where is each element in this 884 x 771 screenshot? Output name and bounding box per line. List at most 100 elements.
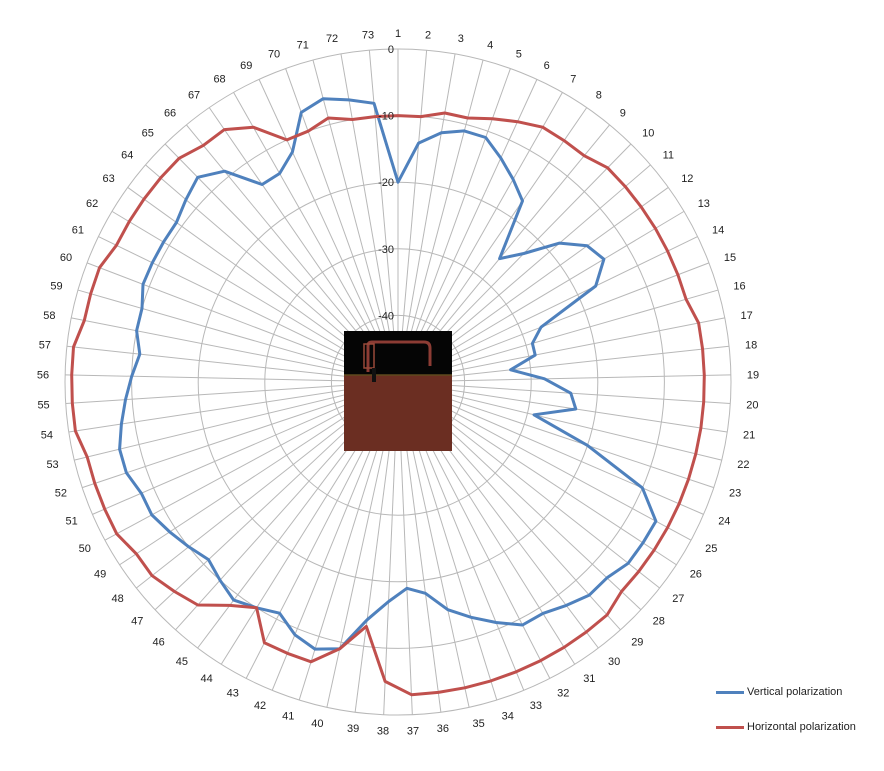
- angle-tick-label: 46: [153, 637, 165, 649]
- angle-tick-label: 12: [681, 173, 693, 185]
- angle-tick-label: 28: [653, 616, 665, 628]
- angle-tick-label: 68: [213, 74, 225, 86]
- angle-tick-label: 21: [743, 429, 755, 441]
- angle-tick-label: 44: [201, 673, 213, 685]
- angle-tick-label: 37: [407, 726, 419, 738]
- angle-tick-label: 29: [631, 637, 643, 649]
- angle-tick-label: 47: [131, 616, 143, 628]
- grid-spoke: [397, 53, 456, 383]
- angle-tick-label: 38: [377, 726, 389, 738]
- series-layer: [70, 97, 706, 697]
- angle-tick-label: 16: [733, 281, 745, 293]
- angle-tick-label: 31: [583, 673, 595, 685]
- angle-tick-label: 60: [60, 252, 72, 264]
- angle-tick-label: 1: [395, 28, 401, 40]
- angle-tick-label: 23: [729, 488, 741, 500]
- angle-tick-label: 52: [55, 488, 67, 500]
- legend: Vertical polarization Horizontal polariz…: [716, 684, 884, 754]
- angle-tick-label: 17: [741, 310, 753, 322]
- angle-tick-label: 15: [724, 252, 736, 264]
- angle-tick-label: 4: [487, 40, 493, 52]
- angle-tick-label: 19: [747, 370, 759, 382]
- radial-tick-label: -30: [378, 244, 394, 256]
- angle-tick-label: 63: [103, 173, 115, 185]
- angle-tick-label: 53: [46, 459, 58, 471]
- legend-swatch-horizontal: [716, 725, 744, 729]
- grid-spoke: [340, 53, 399, 383]
- angle-tick-label: 69: [240, 60, 252, 72]
- angle-tick-label: 39: [347, 723, 359, 735]
- angle-tick-label: 6: [544, 60, 550, 72]
- grid-spoke: [397, 381, 728, 433]
- angle-tick-label: 71: [297, 40, 309, 52]
- angle-tick-label: 25: [705, 543, 717, 555]
- grid-spoke: [65, 381, 399, 404]
- angle-tick-label: 36: [437, 723, 449, 735]
- angle-tick-label: 11: [663, 150, 674, 162]
- angle-tick-label: 41: [282, 710, 294, 722]
- angle-tick-label: 40: [311, 718, 323, 730]
- legend-item-vertical: Vertical polarization: [716, 684, 884, 700]
- angle-tick-label: 55: [37, 400, 49, 412]
- grid-spoke: [66, 345, 399, 383]
- angle-tick-label: 67: [188, 90, 200, 102]
- legend-swatch-vertical: [716, 690, 744, 694]
- angle-tick-label: 26: [690, 569, 702, 581]
- angle-tick-label: 3: [458, 33, 464, 45]
- legend-label-horizontal: Horizontal polarization: [747, 721, 856, 733]
- angle-tick-label: 42: [254, 700, 266, 712]
- angle-tick-label: 9: [620, 108, 626, 120]
- angle-tick-label: 10: [642, 128, 654, 140]
- photo-sky: [344, 331, 452, 375]
- angle-tick-label: 58: [43, 310, 55, 322]
- antenna-coil-icon: [363, 343, 375, 369]
- grid-spoke: [397, 345, 730, 383]
- angle-tick-labels: 1 2 34567891011121314151617181920212223242…: [37, 28, 759, 738]
- grid-spoke: [397, 59, 484, 383]
- angle-tick-label: 65: [142, 128, 154, 140]
- angle-tick-label: 34: [502, 710, 514, 722]
- photo-ground: [344, 376, 452, 451]
- radial-tick-labels: 0 -10 -20 -30 -40: [378, 44, 394, 322]
- grid-spoke: [68, 381, 399, 433]
- angle-tick-label: 32: [557, 688, 569, 700]
- angle-tick-label: 45: [176, 656, 188, 668]
- grid-spoke: [397, 374, 731, 383]
- radial-tick-label: 0: [388, 44, 394, 56]
- angle-tick-label: 13: [698, 198, 710, 210]
- grid-spoke: [71, 317, 399, 383]
- angle-tick-label: 51: [66, 516, 78, 528]
- radial-tick-label: -10: [378, 111, 394, 123]
- grid-spoke: [397, 317, 725, 383]
- angle-tick-label: 57: [39, 340, 51, 352]
- angle-tick-label: 7: [570, 74, 576, 86]
- angle-tick-label: 72: [326, 33, 338, 45]
- antenna-feed-icon: [372, 368, 376, 382]
- grid-spoke: [397, 68, 511, 383]
- angle-tick-label: 35: [473, 718, 485, 730]
- angle-tick-label: 56: [37, 370, 49, 382]
- angle-tick-label: 2: [425, 29, 431, 41]
- radial-tick-label: -40: [378, 310, 394, 322]
- angle-tick-label: 66: [164, 108, 176, 120]
- series-line-vertical: [118, 97, 658, 651]
- angle-tick-label: 27: [672, 593, 684, 605]
- angle-tick-label: 61: [72, 225, 84, 237]
- grid-spoke: [65, 374, 399, 383]
- angle-tick-label: 43: [227, 688, 239, 700]
- legend-label-vertical: Vertical polarization: [747, 686, 843, 698]
- angle-tick-label: 30: [608, 656, 620, 668]
- grid-spoke: [312, 59, 399, 383]
- angle-tick-label: 73: [362, 29, 374, 41]
- grid-spoke: [285, 68, 399, 383]
- angle-tick-label: 18: [745, 340, 757, 352]
- angle-tick-label: 70: [268, 49, 280, 61]
- angle-tick-label: 49: [94, 569, 106, 581]
- angle-tick-label: 62: [86, 198, 98, 210]
- angle-tick-label: 50: [79, 543, 91, 555]
- angle-tick-label: 8: [596, 90, 602, 102]
- angle-tick-label: 14: [712, 225, 724, 237]
- angle-tick-label: 48: [112, 593, 124, 605]
- angle-tick-label: 64: [121, 150, 133, 162]
